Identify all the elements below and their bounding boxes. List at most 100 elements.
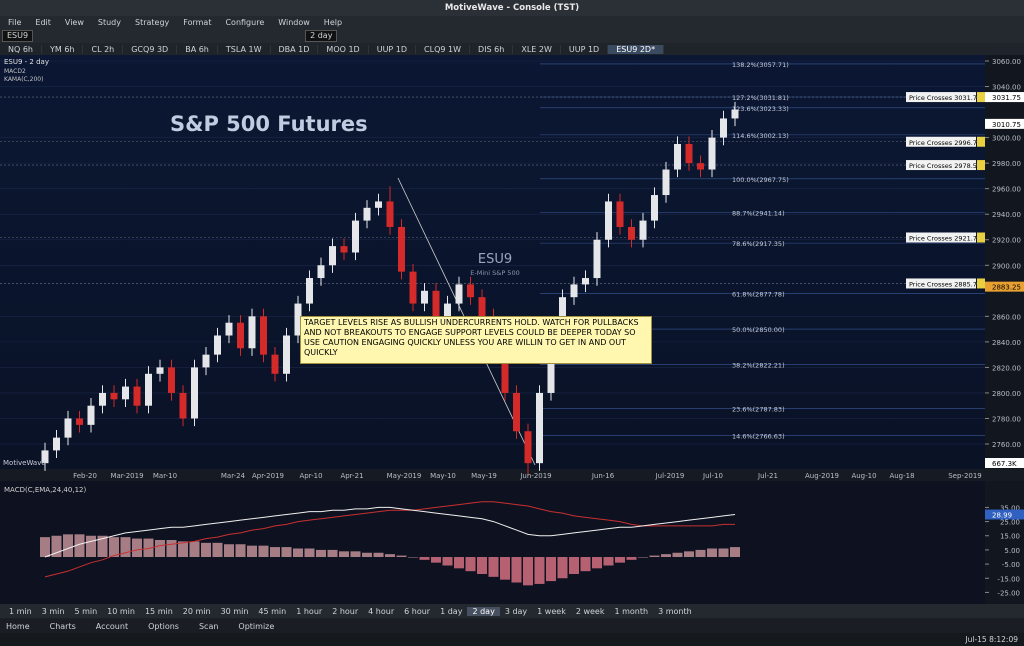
timeframe-button[interactable]: 5 min bbox=[74, 606, 98, 616]
price-tick-label: 2820.00 bbox=[992, 364, 1021, 372]
chart-tab[interactable]: CL 2h bbox=[83, 44, 124, 54]
fib-label: 138.2%(3057.71) bbox=[732, 61, 789, 69]
fib-label: 50.0%(2850.00) bbox=[732, 326, 785, 334]
timeframe-button[interactable]: 2 hour bbox=[332, 606, 359, 616]
timeframe-button[interactable]: 2 week bbox=[575, 606, 605, 616]
timeframe-button[interactable]: 4 hour bbox=[368, 606, 395, 616]
timeframe-button[interactable]: 2 day bbox=[467, 606, 500, 616]
chart-tab[interactable]: BA 6h bbox=[177, 44, 218, 54]
task-button[interactable]: Options bbox=[148, 621, 179, 631]
timeframe-button[interactable]: 6 hour bbox=[404, 606, 431, 616]
macd-bar bbox=[580, 557, 591, 572]
fib-label: 61.8%(2877.78) bbox=[732, 291, 785, 299]
candle-body bbox=[317, 265, 325, 279]
macd-bar bbox=[109, 537, 119, 557]
task-button[interactable]: Account bbox=[95, 621, 129, 631]
alert-label: Price Crosses 3031.75 bbox=[909, 94, 981, 102]
fib-label: 38.2%(2822.21) bbox=[732, 362, 785, 370]
date-label: Mar-24 bbox=[221, 472, 246, 480]
macd-tick-label: 15.00 bbox=[1000, 533, 1020, 541]
alert-box bbox=[906, 278, 976, 289]
timeframe-button[interactable]: 45 min bbox=[258, 606, 287, 616]
macd-line bbox=[44, 506, 736, 558]
price-tick-label: 3060.00 bbox=[992, 58, 1021, 66]
timeframe-button[interactable]: 10 min bbox=[107, 606, 135, 616]
symbol-input[interactable]: ESU9 bbox=[2, 29, 34, 42]
timeframe-button[interactable]: 30 min bbox=[220, 606, 249, 616]
macd-bar bbox=[396, 555, 407, 557]
chart-tab[interactable]: YM 6h bbox=[42, 44, 84, 54]
macd-bar bbox=[534, 557, 545, 584]
chart-header: MACD2 bbox=[4, 68, 26, 75]
macd-bar bbox=[63, 534, 73, 557]
chart-tab[interactable]: ESU9 2D* bbox=[608, 44, 665, 54]
task-button[interactable]: Optimize bbox=[238, 621, 275, 631]
timeframe-button[interactable]: 3 month bbox=[658, 606, 692, 616]
date-label: Jun-16 bbox=[591, 472, 615, 480]
task-button[interactable]: Charts bbox=[49, 621, 76, 631]
candle-body bbox=[478, 297, 486, 317]
timeframe-button[interactable]: 20 min bbox=[182, 606, 211, 616]
alert-box bbox=[906, 92, 976, 103]
price-tick-label: 3000.00 bbox=[992, 135, 1021, 143]
task-button[interactable]: Home bbox=[6, 621, 30, 631]
macd-bar bbox=[442, 557, 453, 566]
price-tag-label: 3031.75 bbox=[992, 94, 1021, 102]
menu-item[interactable]: Help bbox=[323, 17, 343, 27]
timeframe-button[interactable]: 1 min bbox=[9, 606, 32, 616]
timeframe-button[interactable]: 15 min bbox=[144, 606, 173, 616]
timeframe-bar: 1 min 3 min 5 min 10 min 15 min 20 min 30 min 4… bbox=[0, 604, 1024, 618]
date-label: Aug-18 bbox=[889, 472, 914, 480]
chart-tab[interactable]: DIS 6h bbox=[470, 44, 514, 54]
chart-tab[interactable]: MOO 1D bbox=[318, 44, 369, 54]
candle-body bbox=[375, 201, 382, 208]
macd-bar bbox=[511, 557, 522, 583]
menu-item[interactable]: Format bbox=[183, 17, 212, 27]
timeframe-button[interactable]: 1 day bbox=[440, 606, 463, 616]
macd-bar bbox=[419, 557, 430, 560]
price-panel bbox=[0, 55, 985, 469]
chart: 3060.00 3040.00 3000.00 2980.00 2960.00 2940.… bbox=[0, 55, 1024, 604]
candle-body bbox=[329, 246, 336, 266]
macd-bar bbox=[615, 557, 625, 563]
macd-bar bbox=[603, 557, 614, 566]
macd-bar bbox=[362, 552, 372, 557]
menu-item[interactable]: Edit bbox=[35, 17, 51, 27]
alert-box bbox=[906, 160, 976, 171]
candle-body bbox=[628, 226, 635, 240]
price-tick-label: 2760.00 bbox=[992, 441, 1021, 449]
timeframe-button[interactable]: 1 hour bbox=[296, 606, 323, 616]
chart-tab[interactable]: UUP 1D bbox=[369, 44, 417, 54]
chart-tab[interactable]: DBA 1D bbox=[271, 44, 319, 54]
fib-label: 78.6%(2917.35) bbox=[732, 240, 785, 248]
candle-body bbox=[283, 335, 290, 374]
annotation: TARGET LEVELS RISE AS BULLISH UNDERCURRE… bbox=[300, 316, 652, 364]
menu-item[interactable]: File bbox=[8, 17, 22, 27]
task-button[interactable]: Scan bbox=[198, 621, 219, 631]
macd-bar bbox=[258, 545, 269, 557]
chart-tab[interactable]: TSLA 1W bbox=[218, 44, 271, 54]
price-tick-label: 2840.00 bbox=[992, 339, 1021, 347]
menu-item[interactable]: Study bbox=[97, 17, 121, 27]
macd-bar bbox=[592, 557, 602, 569]
candle-body bbox=[432, 290, 440, 323]
chart-tab[interactable]: UUP 1D bbox=[561, 44, 609, 54]
period-select[interactable]: 2 day bbox=[305, 29, 338, 42]
candle-body bbox=[662, 169, 670, 196]
clock: Jul-15 8:12:09 bbox=[965, 635, 1018, 644]
chart-tab[interactable]: NQ 6h bbox=[0, 44, 42, 54]
date-label: Jun-2019 bbox=[519, 472, 551, 480]
chart-tab[interactable]: CLQ9 1W bbox=[416, 44, 471, 54]
timeframe-button[interactable]: 1 week bbox=[537, 606, 566, 616]
fib-label: 88.7%(2941.14) bbox=[732, 210, 785, 218]
menu-item[interactable]: Strategy bbox=[134, 17, 170, 27]
menu-item[interactable]: Configure bbox=[225, 17, 265, 27]
chart-tab[interactable]: GCQ9 3D bbox=[123, 44, 178, 54]
menu-item[interactable]: Window bbox=[278, 17, 310, 27]
timeframe-button[interactable]: 3 day bbox=[504, 606, 528, 616]
timeframe-button[interactable]: 1 month bbox=[614, 606, 649, 616]
chart-tab[interactable]: XLE 2W bbox=[513, 44, 561, 54]
timeframe-button[interactable]: 3 min bbox=[41, 606, 65, 616]
candle-body bbox=[225, 322, 233, 336]
menu-item[interactable]: View bbox=[64, 17, 84, 27]
